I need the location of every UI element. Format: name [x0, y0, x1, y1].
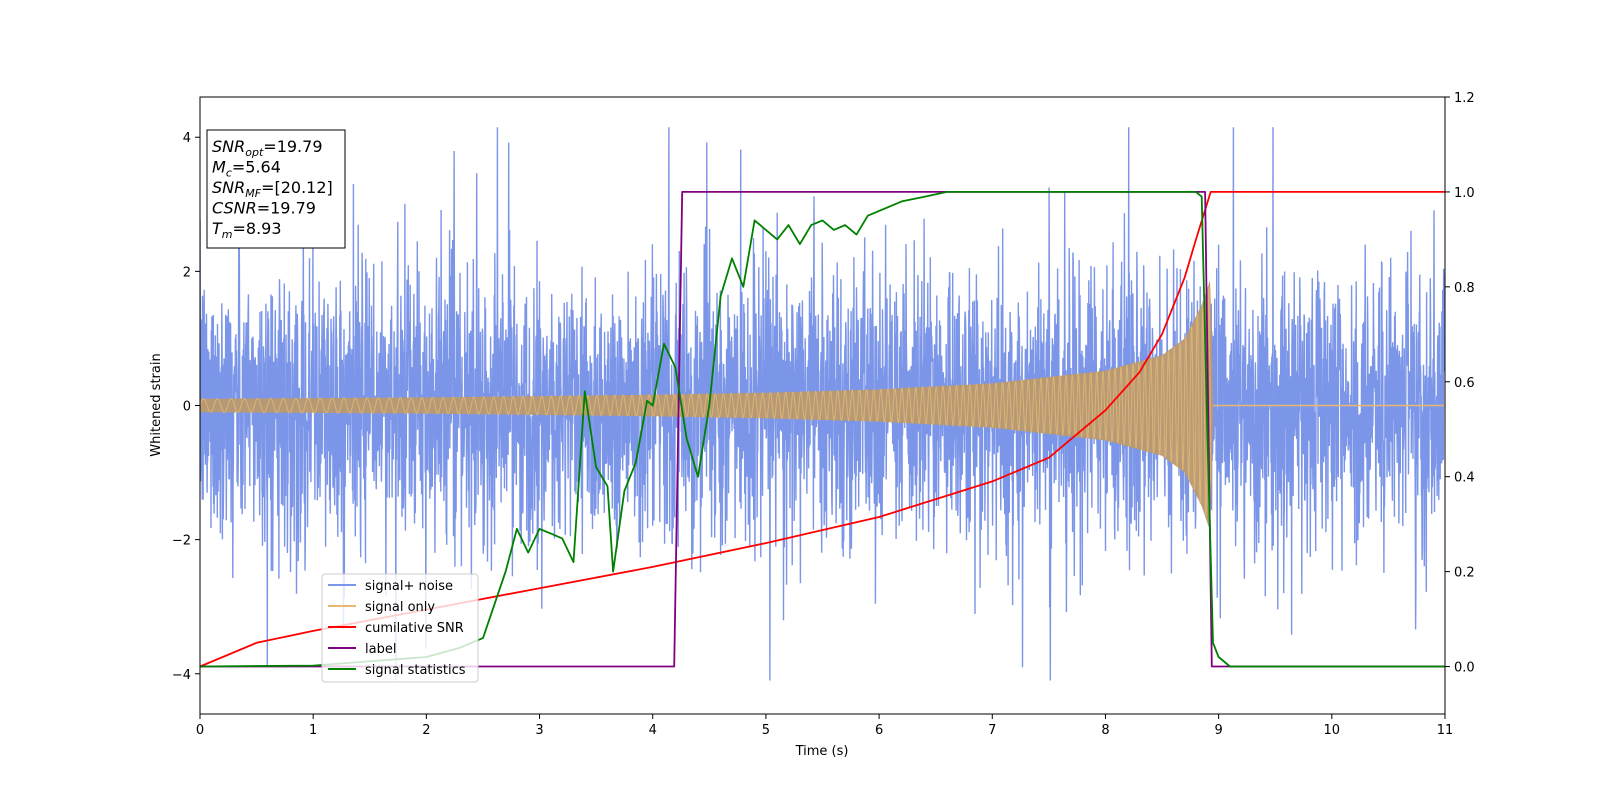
info-value: =19.79 [263, 137, 322, 156]
info-line: SNRopt=19.79 [212, 137, 323, 159]
x-tick-label: 11 [1437, 723, 1454, 738]
y-axis-label: Whitened strain [149, 353, 164, 456]
series-band [200, 280, 1445, 531]
info-line: Tm=8.93 [212, 219, 282, 241]
info-sub: opt [245, 146, 264, 159]
y-tick-label: −2 [172, 534, 191, 549]
series-line [200, 191, 1445, 668]
info-box: SNRopt=19.79Mc=5.64SNRMF=[20.12]CSNR=19.… [206, 129, 346, 249]
info-value: =8.93 [233, 219, 282, 238]
y2-tick-label: 0.4 [1454, 471, 1475, 486]
y2-tick-label: 1.0 [1454, 186, 1475, 201]
legend-entry: signal+ noise [365, 579, 453, 594]
info-value: =[20.12] [261, 178, 333, 197]
series-signal-noise [200, 127, 1445, 681]
info-box-frame [206, 129, 346, 249]
y-tick-label: −4 [172, 668, 191, 683]
legend-entry: signal statistics [365, 663, 466, 678]
info-sub: MF [245, 187, 261, 200]
y-tick-label: 4 [183, 131, 191, 146]
y2-tick-label: 0.0 [1454, 661, 1475, 676]
legend-frame [321, 573, 479, 683]
info-name: CSNR [212, 199, 257, 218]
info-name: M [212, 158, 226, 177]
y2-tick-label: 0.6 [1454, 376, 1475, 391]
series-line [200, 285, 1212, 516]
y2-tick-label: 0.2 [1454, 566, 1475, 581]
x-tick-label: 7 [988, 723, 996, 738]
series-signal-only [200, 280, 1445, 531]
info-line: CSNR=19.79 [212, 199, 316, 218]
x-tick-label: 0 [196, 723, 204, 738]
x-tick-label: 1 [309, 723, 317, 738]
x-tick-label: 9 [1214, 723, 1222, 738]
info-line: Mc=5.64 [212, 158, 281, 180]
legend-entry: label [365, 642, 396, 657]
x-tick-label: 3 [535, 723, 543, 738]
info-name: T [212, 219, 223, 238]
y-tick-label: 0 [183, 400, 191, 415]
x-tick-label: 10 [1324, 723, 1341, 738]
info-sub: m [222, 228, 233, 241]
info-sub: c [226, 167, 232, 180]
legend-entry: signal only [365, 600, 435, 615]
info-value: =19.79 [257, 199, 316, 218]
x-tick-label: 4 [649, 723, 657, 738]
x-axis-label: Time (s) [795, 744, 849, 759]
info-name: SNR [212, 178, 245, 197]
x-tick-label: 8 [1101, 723, 1109, 738]
info-value: =5.64 [232, 158, 281, 177]
x-tick-label: 6 [875, 723, 883, 738]
info-line: SNRMF=[20.12] [212, 178, 333, 200]
legend-entry: cumilative SNR [365, 621, 464, 636]
series-line [200, 127, 1445, 681]
y2-tick-label: 0.8 [1454, 281, 1475, 296]
axes-layer: 0 1 2 3 4 5 6 7 8 9 10 11 −4 −2 0 2 4 0.0 0.2 0.4 0.6 0.8 1.0 1… [172, 91, 1475, 738]
x-tick-label: 2 [422, 723, 430, 738]
series-signal-statistics [200, 191, 1445, 668]
y2-tick-label: 1.2 [1454, 91, 1475, 106]
legend: signal+ noise signal only cumilative SNR la… [321, 573, 479, 683]
x-tick-label: 5 [762, 723, 770, 738]
y-tick-label: 2 [183, 265, 191, 280]
info-name: SNR [212, 137, 245, 156]
